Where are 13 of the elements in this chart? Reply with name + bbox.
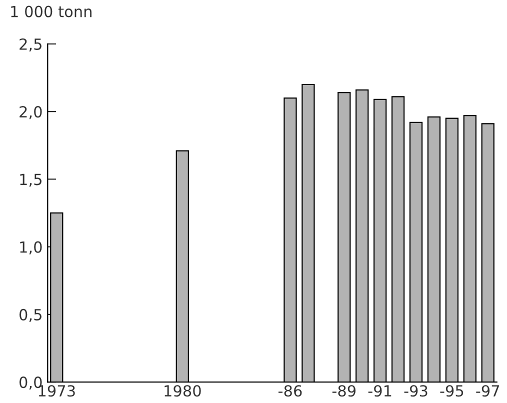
x-tick-label: -93 <box>404 385 428 397</box>
x-tick-label: -97 <box>476 385 500 397</box>
y-tick-label: 1,5 <box>20 174 42 187</box>
y-tick-label: 1,0 <box>20 241 42 254</box>
x-tick-label: -91 <box>368 385 392 397</box>
y-tick-label: 2,5 <box>20 38 42 52</box>
x-tick-label: -95 <box>440 385 464 397</box>
x-tick-label: -89 <box>332 385 356 397</box>
x-tick-label: -86 <box>278 385 302 397</box>
y-axis-title: 1 000 tonn <box>11 6 92 18</box>
x-tick-label: 1980 <box>164 385 201 397</box>
y-tick-label: 2,0 <box>20 106 42 120</box>
y-tick-label: 0,5 <box>20 308 42 322</box>
